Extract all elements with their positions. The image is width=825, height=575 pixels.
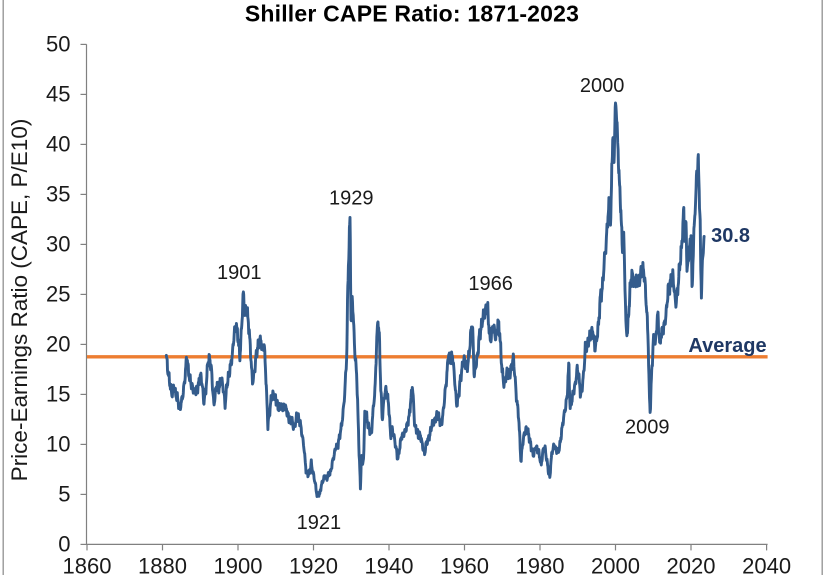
svg-text:1929: 1929 bbox=[329, 188, 374, 210]
svg-text:1900: 1900 bbox=[214, 554, 263, 575]
svg-text:30: 30 bbox=[46, 231, 70, 256]
svg-text:Shiller CAPE Ratio: 1871-2023: Shiller CAPE Ratio: 1871-2023 bbox=[245, 1, 579, 27]
svg-text:30.8: 30.8 bbox=[711, 225, 750, 247]
svg-text:2040: 2040 bbox=[742, 554, 791, 575]
svg-text:2000: 2000 bbox=[591, 554, 640, 575]
svg-text:2000: 2000 bbox=[580, 75, 625, 97]
svg-text:15: 15 bbox=[46, 381, 70, 406]
svg-text:35: 35 bbox=[46, 181, 70, 206]
svg-text:1901: 1901 bbox=[217, 262, 262, 284]
svg-text:25: 25 bbox=[46, 281, 70, 306]
svg-text:50: 50 bbox=[46, 31, 70, 56]
svg-text:1860: 1860 bbox=[63, 554, 112, 575]
svg-text:1921: 1921 bbox=[297, 512, 342, 534]
svg-text:Average: Average bbox=[688, 335, 766, 357]
svg-text:2009: 2009 bbox=[625, 416, 670, 438]
svg-text:5: 5 bbox=[58, 481, 70, 506]
svg-text:1960: 1960 bbox=[440, 554, 489, 575]
svg-text:1980: 1980 bbox=[516, 554, 565, 575]
svg-text:20: 20 bbox=[46, 331, 70, 356]
svg-text:Price-Earnings Ratio (CAPE, P/: Price-Earnings Ratio (CAPE, P/E10) bbox=[7, 119, 32, 482]
svg-text:10: 10 bbox=[46, 431, 70, 456]
svg-text:2020: 2020 bbox=[667, 554, 716, 575]
svg-text:1880: 1880 bbox=[138, 554, 187, 575]
svg-text:40: 40 bbox=[46, 131, 70, 156]
svg-text:1920: 1920 bbox=[289, 554, 338, 575]
svg-text:45: 45 bbox=[46, 81, 70, 106]
svg-text:1940: 1940 bbox=[365, 554, 414, 575]
svg-text:0: 0 bbox=[58, 531, 70, 556]
svg-text:1966: 1966 bbox=[468, 273, 513, 295]
